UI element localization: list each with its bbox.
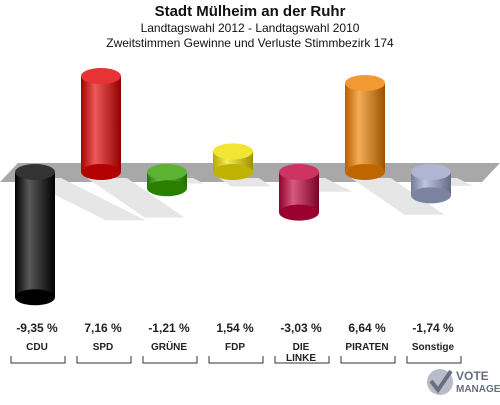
bar-spd [81, 68, 121, 180]
category-label: Sonstige [412, 342, 455, 353]
bar-body [81, 76, 121, 172]
bar-grüne [147, 164, 187, 197]
category-bracket [76, 356, 132, 364]
logo-text-manager: MANAGER [456, 384, 500, 395]
bar-sonstige [411, 164, 451, 204]
category-label: GRÜNE [151, 340, 187, 353]
bar-shadow [219, 178, 272, 187]
chart-subtitle-1: Landtagswahl 2012 - Landtagswahl 2010 [140, 21, 360, 35]
category-bracket [406, 356, 462, 364]
chart-header: Stadt Mülheim an der Ruhr Landtagswahl 2… [0, 0, 500, 51]
category-label: DIE [293, 342, 310, 353]
category-label: LINKE [286, 353, 316, 364]
bar-bottom-cap [81, 164, 121, 180]
category-label: SPD [93, 342, 114, 353]
bar-die-linke [279, 164, 319, 221]
bar-top-cap [147, 164, 187, 180]
category-label: PIRATEN [345, 342, 388, 353]
category-bracket [142, 356, 198, 364]
bar-fdp [213, 143, 253, 180]
bar-bottom-cap [411, 187, 451, 204]
value-label: -1,74 % [412, 321, 454, 335]
bar-top-cap [279, 164, 319, 180]
bar-bottom-cap [345, 164, 385, 180]
bar-top-cap [15, 164, 55, 180]
value-label: 1,54 % [216, 321, 254, 335]
category-bracket [340, 356, 396, 364]
bar-shadow [87, 178, 185, 218]
category-bracket [208, 356, 264, 364]
vote-manager-logo: VOTE MANAGER [425, 364, 500, 400]
value-label: -3,03 % [280, 321, 322, 335]
logo-text-vote: VOTE [456, 369, 489, 383]
bar-top-cap [81, 68, 121, 85]
logo-checkmark-icon [427, 369, 453, 395]
value-label: 6,64 % [348, 321, 386, 335]
bar-top-cap [411, 164, 451, 180]
bar-shadow [351, 178, 445, 215]
value-label: -9,35 % [16, 321, 58, 335]
bar-bottom-cap [279, 204, 319, 221]
bar-body [345, 83, 385, 172]
chart-title: Stadt Mülheim an der Ruhr [154, 3, 346, 20]
bar-piraten [345, 75, 385, 180]
category-label: CDU [26, 342, 48, 353]
bar-bottom-cap [213, 164, 253, 180]
bar-top-cap [213, 143, 253, 160]
category-bracket [274, 356, 330, 364]
bar-top-cap [345, 75, 385, 92]
bar-cdu [15, 164, 55, 306]
chart-subtitle-2: Zweitstimmen Gewinne und Verluste Stimmb… [106, 36, 394, 50]
category-bracket [10, 356, 66, 364]
value-label: 7,16 % [84, 321, 122, 335]
bar-bottom-cap [15, 289, 55, 306]
category-label: FDP [225, 342, 245, 353]
bar-bottom-cap [147, 180, 187, 197]
bar-body [15, 172, 55, 298]
value-label: -1,21 % [148, 321, 190, 335]
